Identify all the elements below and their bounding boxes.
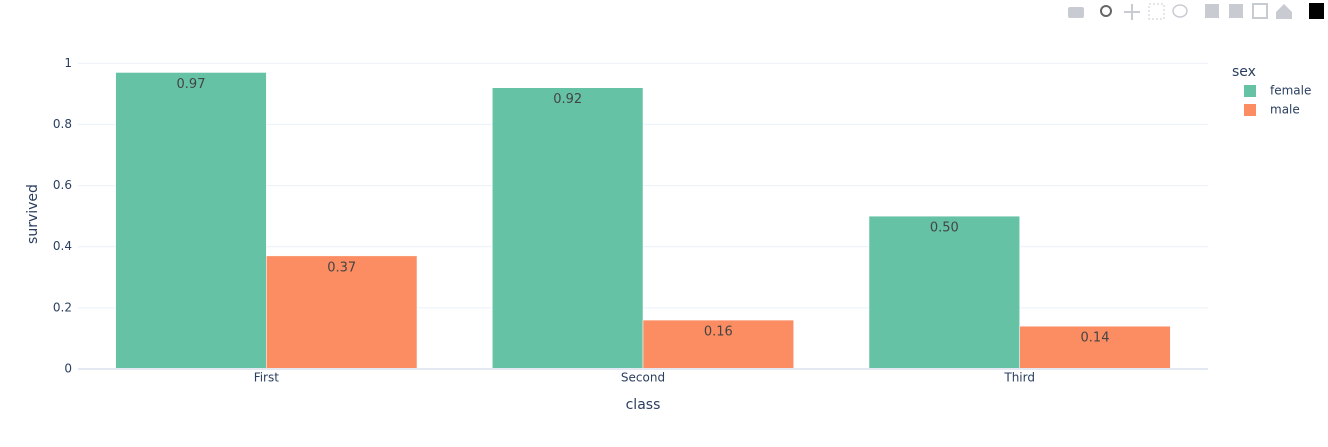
zoom-out-button[interactable] bbox=[1229, 4, 1243, 18]
x-tick-label: First bbox=[254, 371, 280, 385]
bar bbox=[1019, 325, 1171, 370]
legend-title: sex bbox=[1232, 64, 1256, 80]
x-axis-title: class bbox=[626, 397, 661, 413]
bar bbox=[266, 255, 418, 370]
y-tick-label: 0.8 bbox=[53, 117, 72, 131]
legend-swatch[interactable] bbox=[1244, 104, 1256, 116]
value-label: 0.50 bbox=[930, 221, 959, 236]
y-tick-label: 0.4 bbox=[53, 239, 72, 253]
x-tick-label: Second bbox=[621, 371, 665, 385]
y-tick-label: 0 bbox=[64, 362, 72, 376]
bar bbox=[868, 215, 1020, 370]
zoom-button[interactable] bbox=[1100, 5, 1112, 17]
value-label: 0.97 bbox=[177, 77, 206, 92]
y-tick-label: 0.6 bbox=[53, 178, 72, 192]
legend-swatch[interactable] bbox=[1244, 85, 1256, 97]
value-label: 0.14 bbox=[1081, 331, 1110, 346]
camera-button[interactable] bbox=[1068, 7, 1084, 18]
select-button[interactable] bbox=[1148, 3, 1165, 20]
y-tick-label: 1 bbox=[64, 56, 72, 70]
legend-label[interactable]: male bbox=[1270, 103, 1300, 117]
value-label: 0.92 bbox=[553, 92, 582, 107]
y-axis-title: survived bbox=[25, 184, 41, 244]
lasso-button[interactable] bbox=[1172, 4, 1188, 18]
legend-label[interactable]: female bbox=[1270, 84, 1311, 98]
plotly-logo[interactable] bbox=[1309, 3, 1324, 19]
bar bbox=[642, 319, 794, 370]
reset-button[interactable] bbox=[1276, 4, 1292, 19]
bar bbox=[115, 72, 267, 370]
autoscale-button[interactable] bbox=[1252, 3, 1268, 19]
pan-button[interactable] bbox=[1124, 4, 1140, 20]
value-label: 0.16 bbox=[704, 325, 733, 340]
y-tick-label: 0.2 bbox=[53, 300, 72, 314]
modebar bbox=[1068, 3, 1324, 20]
zoom-in-button[interactable] bbox=[1205, 4, 1219, 18]
value-label: 0.37 bbox=[327, 260, 356, 275]
bar bbox=[492, 87, 644, 370]
x-tick-label: Third bbox=[1003, 371, 1035, 385]
